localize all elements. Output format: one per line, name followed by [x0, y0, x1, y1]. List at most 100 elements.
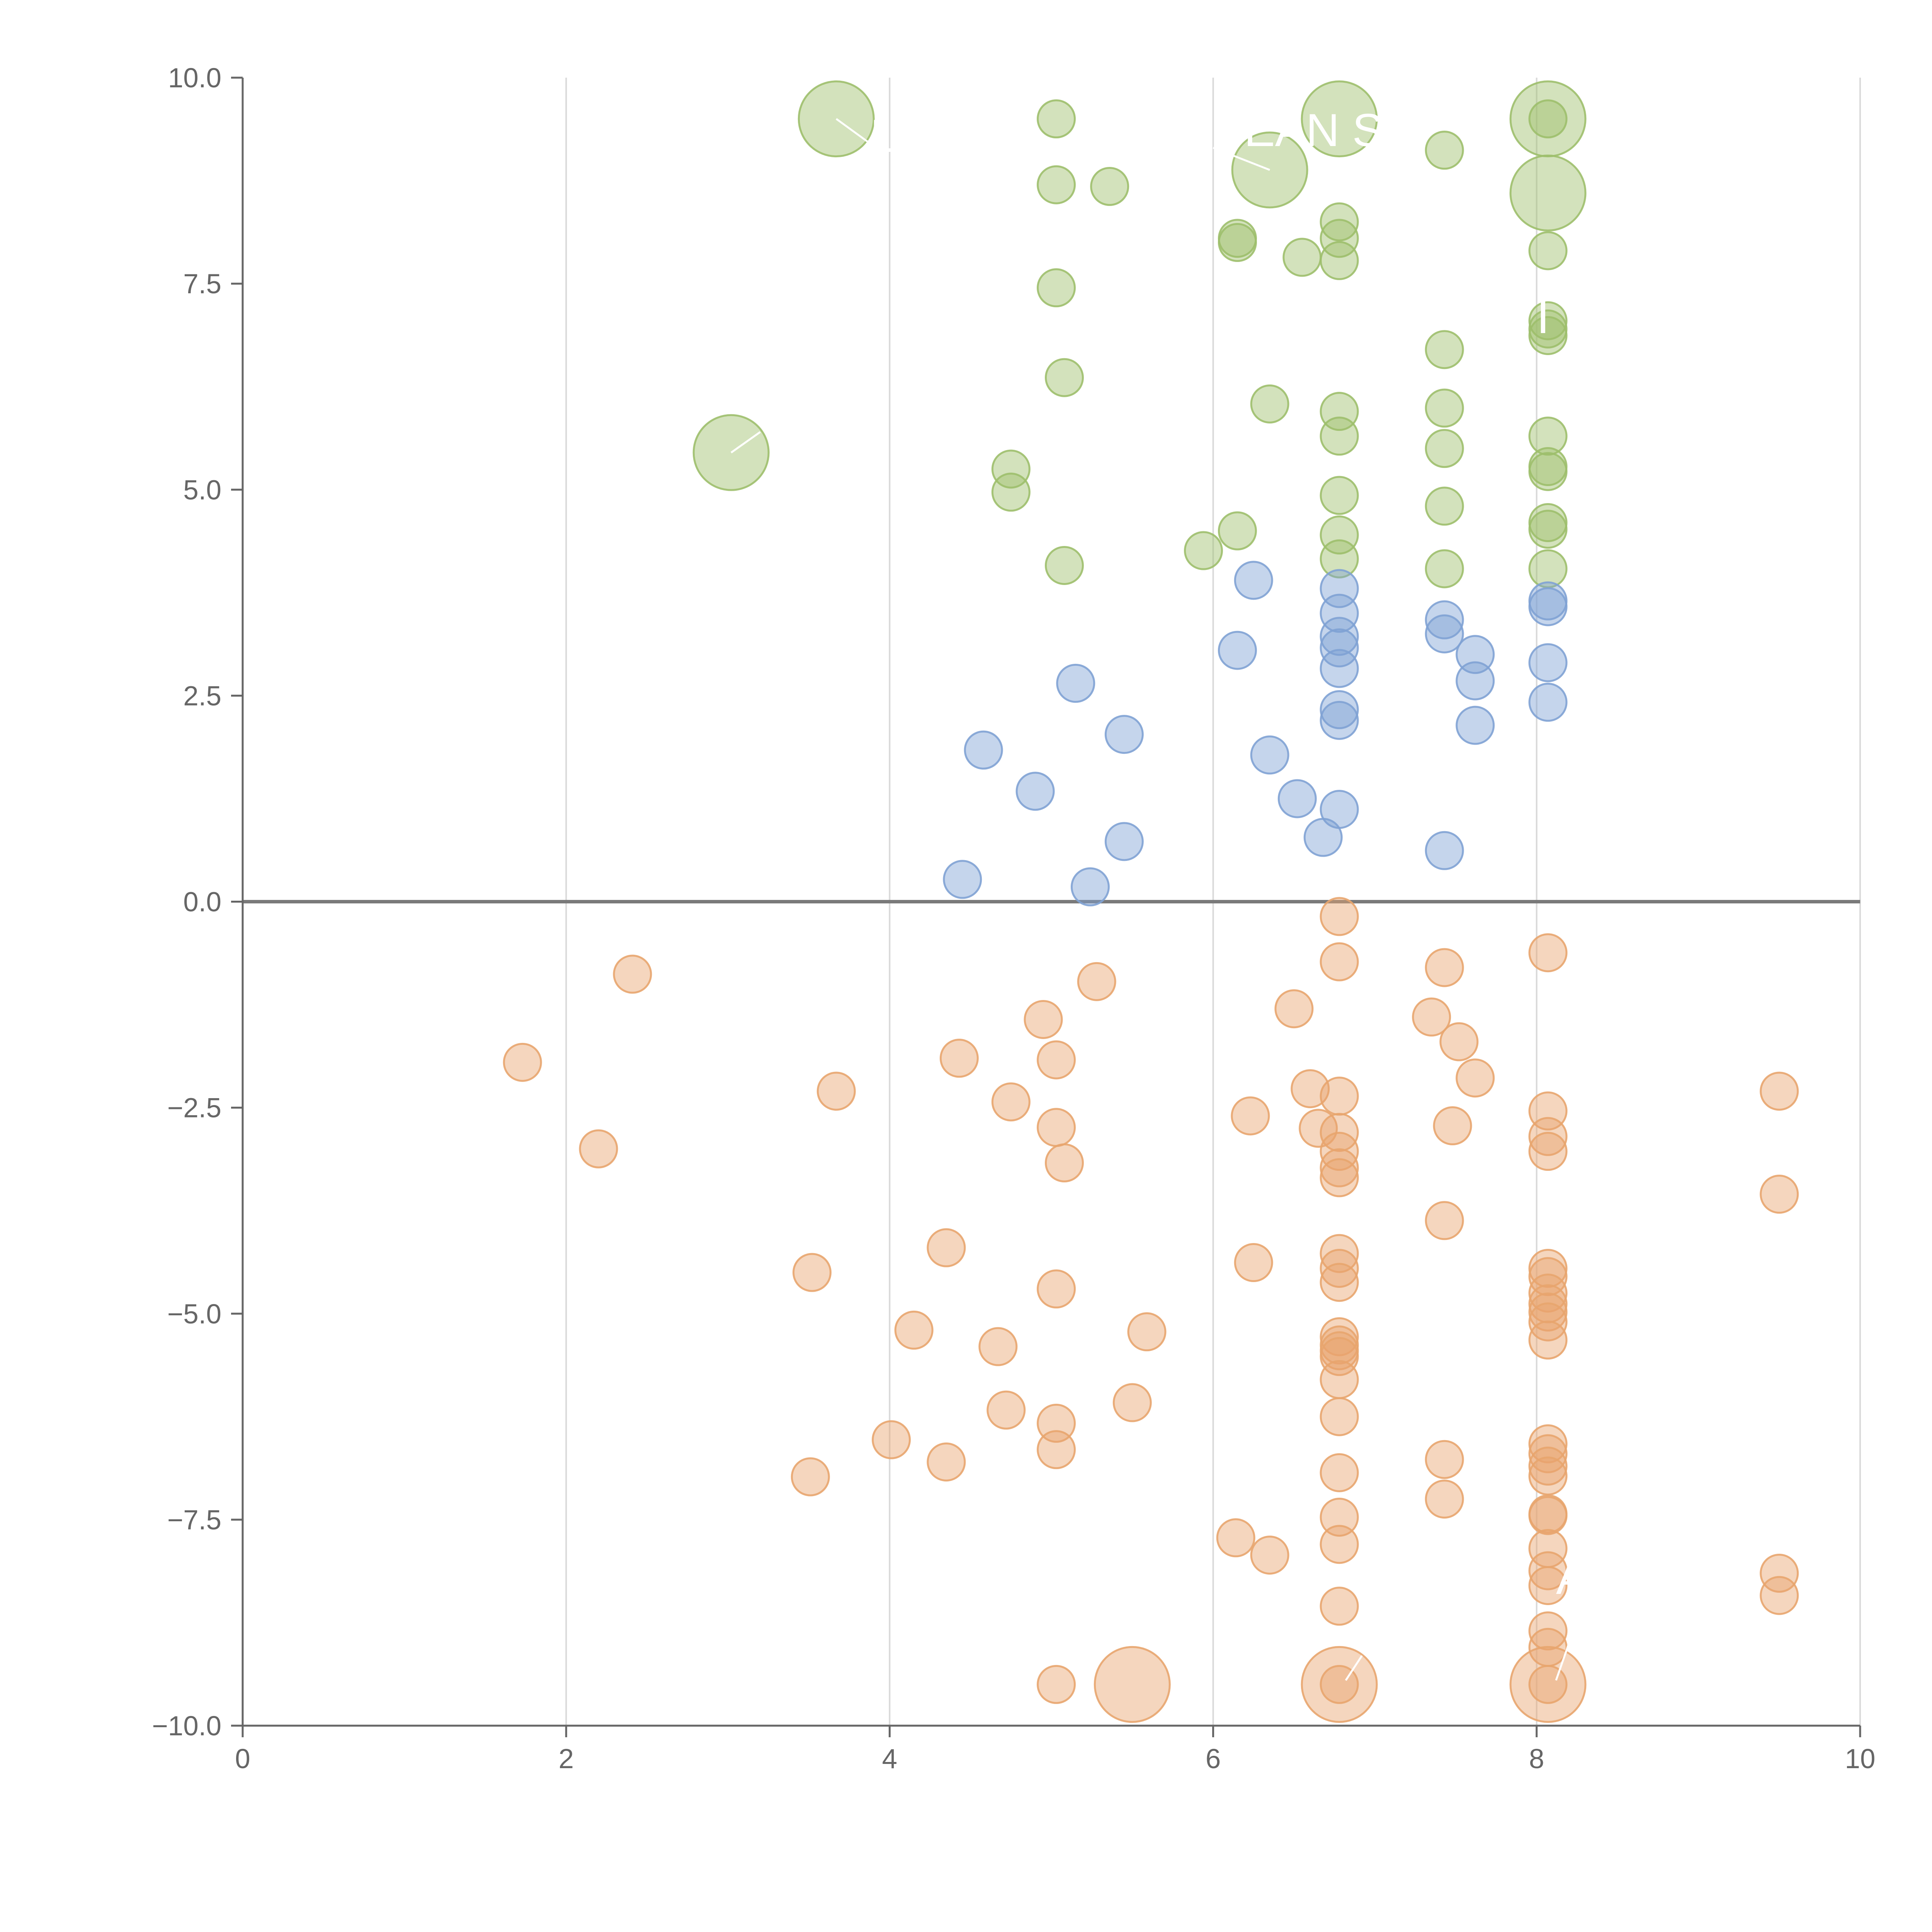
bubble-blue [1425, 600, 1464, 639]
annotation-label: ' [1444, 283, 1453, 335]
bubble-orange [816, 1071, 856, 1111]
bubble-blue [1303, 818, 1343, 857]
annotation-leader [835, 118, 871, 145]
bubble-green [1320, 241, 1359, 280]
bubble-orange [1528, 1566, 1568, 1605]
bubble-green [1037, 99, 1076, 139]
bubble-orange [1509, 1646, 1587, 1723]
bubble-blue [1277, 779, 1317, 818]
bubble-blue [1320, 628, 1359, 668]
bubble-orange [1320, 1248, 1359, 1288]
bubble-orange [1250, 1536, 1289, 1575]
bubble-green [1425, 429, 1464, 468]
bubble-green [1218, 223, 1257, 262]
bubble-blue [1320, 594, 1359, 633]
y-tick-label: −2.5 [167, 1093, 221, 1124]
bubble-orange [1528, 1446, 1568, 1486]
bubble-orange [1528, 1434, 1568, 1473]
bubble-orange [1274, 989, 1314, 1029]
bubble-orange [1433, 1106, 1472, 1146]
bubble-orange [1234, 1243, 1273, 1282]
y-tick-label: −10.0 [152, 1711, 221, 1742]
bubble-green [1184, 531, 1223, 570]
bubble-blue [964, 730, 1003, 770]
bubble-orange [1760, 1071, 1799, 1111]
bubble-green [1218, 511, 1257, 551]
bubble-orange [1320, 942, 1359, 981]
x-tick-label: 0 [235, 1744, 250, 1774]
bubble-orange [1320, 1234, 1359, 1273]
bubble-orange [1216, 1518, 1255, 1558]
bubble-orange [1425, 1440, 1464, 1479]
bubble-orange [1528, 1320, 1568, 1360]
bubble-orange [503, 1043, 542, 1082]
bubble-green [1425, 131, 1464, 170]
bubble-blue [1456, 661, 1495, 701]
y-tick-label: 10.0 [168, 63, 221, 94]
bubble-green [1320, 476, 1359, 515]
bubble-green [1528, 510, 1568, 549]
bubble-blue [1528, 682, 1568, 722]
bubble-blue [1320, 690, 1359, 730]
bubble-orange [1320, 1397, 1359, 1436]
bubble-orange [894, 1310, 934, 1350]
bubble-blue [1320, 649, 1359, 688]
bubble-orange [1528, 1496, 1568, 1535]
bubble-green [1425, 330, 1464, 369]
bubble-green [1044, 546, 1084, 585]
bubble-blue [1218, 631, 1257, 670]
bubble-orange [1320, 1337, 1359, 1376]
y-tick-label: 0.0 [183, 887, 221, 918]
bubble-orange [1425, 948, 1464, 987]
bubble-orange [1320, 1077, 1359, 1116]
bubble-orange [1528, 1456, 1568, 1496]
bubble-orange [579, 1129, 618, 1168]
annotations: BEAN ST L I ' ' A [730, 104, 1587, 1681]
bubble-blue [1056, 663, 1095, 703]
bubble-orange [1037, 1269, 1076, 1309]
annotation-label: I [1537, 291, 1549, 343]
bubble-blue [1456, 706, 1495, 745]
bubble-orange [1528, 1424, 1568, 1464]
bubble-orange [1024, 1000, 1063, 1039]
bubble-orange [1412, 997, 1451, 1037]
x-tick-label: 4 [882, 1744, 898, 1774]
bubble-green [1320, 539, 1359, 578]
bubble-orange [1291, 1069, 1330, 1109]
bubble-orange [1320, 897, 1359, 936]
bubble-orange [1439, 1022, 1479, 1061]
y-tick-label: 5.0 [183, 475, 221, 505]
bubble-orange [872, 1420, 911, 1459]
bubble-green [1528, 452, 1568, 491]
bubble-green [1528, 99, 1568, 139]
bubble-green [991, 449, 1031, 489]
bubble-orange [1077, 962, 1116, 1001]
bubble-orange [1320, 1525, 1359, 1564]
bubble-green [1037, 165, 1076, 204]
bubble-orange [1760, 1175, 1799, 1214]
x-tick-label: 2 [558, 1744, 574, 1774]
bubble-orange [927, 1442, 966, 1482]
bubble-orange [1320, 1263, 1359, 1302]
bubble-green [1044, 358, 1084, 397]
bubble-orange [1425, 1480, 1464, 1519]
x-tick-label: 10 [1845, 1744, 1876, 1774]
bubble-orange [1301, 1646, 1378, 1723]
bubble-orange [1320, 1587, 1359, 1626]
bubble-orange [991, 1082, 1031, 1122]
y-tick-label: −7.5 [167, 1505, 221, 1536]
bubble-green [1425, 549, 1464, 588]
bubble-orange [1528, 933, 1568, 973]
bubble-orange [1528, 1665, 1568, 1704]
bubble-orange [613, 954, 652, 994]
y-tick-label: 2.5 [183, 681, 221, 711]
bubble-orange [1528, 1257, 1568, 1296]
y-tick-label: 7.5 [183, 269, 221, 299]
annotation-leader [730, 431, 761, 454]
annotation-label: ' [736, 370, 745, 422]
axes: 0 2 4 6 8 10 −10.0 −7.5 −5.0 −2.5 0.0 2.5 5.0 7.5 10.0 [152, 63, 1875, 1774]
bubbles [503, 80, 1799, 1723]
bubble-blue [1234, 561, 1273, 600]
bubble-orange [1320, 1317, 1359, 1356]
